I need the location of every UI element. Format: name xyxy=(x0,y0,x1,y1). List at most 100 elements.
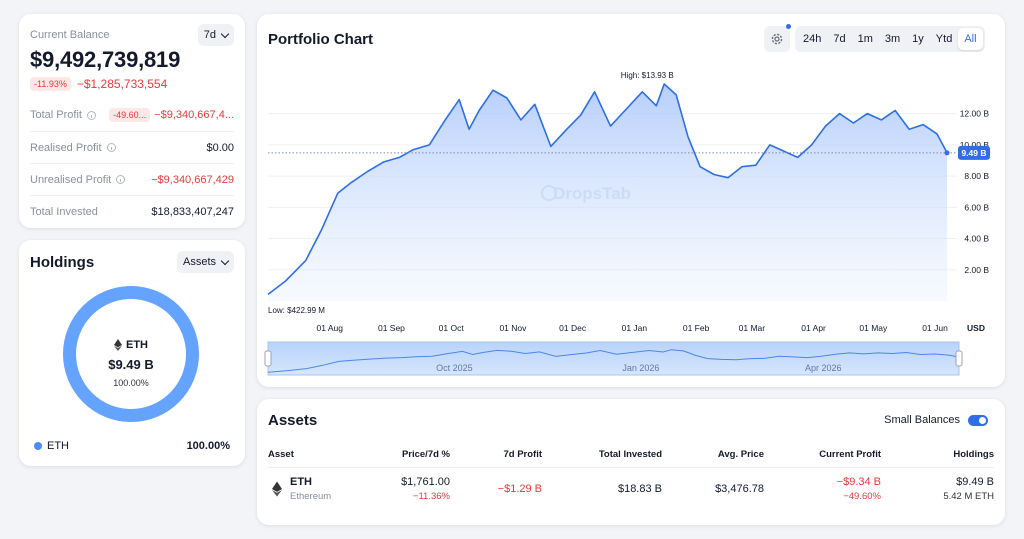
y-tick-label: 8.00 B xyxy=(964,171,989,181)
legend-dot xyxy=(34,442,42,450)
donut-value: $9.49 B xyxy=(108,357,154,372)
period-selector[interactable]: 7d xyxy=(197,24,234,46)
balance-change-pct-badge: -11.93% xyxy=(30,77,71,91)
balance-change-abs: −$1,285,733,554 xyxy=(76,77,168,91)
donut-pct: 100.00% xyxy=(113,378,149,388)
column-header-avg-price[interactable]: Avg. Price xyxy=(662,443,764,468)
chart-settings-button[interactable] xyxy=(764,24,791,52)
x-tick-label: 01 Oct xyxy=(439,323,465,333)
x-tick-label: 01 Sep xyxy=(378,323,405,333)
total-invested-row: Total Invested $18,833,407,247 xyxy=(30,195,234,227)
y-tick-label: 12.00 B xyxy=(960,109,990,119)
balance-value: $9,492,739,819 xyxy=(30,47,181,72)
navigator-left-handle[interactable] xyxy=(264,350,272,367)
total-profit-value: −$9,340,667,4... xyxy=(154,109,234,121)
range-button-ytd[interactable]: Ytd xyxy=(935,33,953,45)
total-profit-row: Total Profit -49.60... −$9,340,667,4... xyxy=(30,99,234,131)
column-header-7d-profit[interactable]: 7d Profit xyxy=(450,443,542,468)
high-label: High: $13.93 B xyxy=(621,71,674,80)
unrealised-profit-value: −$9,340,667,429 xyxy=(151,173,234,186)
ethereum-icon xyxy=(114,339,122,351)
asset-avg-price: $3,476.78 xyxy=(715,483,764,496)
period-selector-label: 7d xyxy=(203,29,216,41)
column-header-holdings[interactable]: Holdings xyxy=(881,443,994,468)
current-value-label: 9.49 B xyxy=(961,148,986,158)
navigator-label: Apr 2026 xyxy=(805,363,842,373)
column-header-price[interactable]: Price/7d % xyxy=(358,443,450,468)
info-icon[interactable] xyxy=(86,110,96,120)
currency-label: USD xyxy=(967,323,985,333)
navigator-line xyxy=(267,349,960,373)
asset-holdings-value: $9.49 B xyxy=(956,476,994,489)
chart-title: Portfolio Chart xyxy=(268,31,373,48)
column-header-asset[interactable]: Asset xyxy=(268,443,358,468)
portfolio-line xyxy=(267,83,948,296)
range-button-all[interactable]: All xyxy=(958,28,983,50)
asset-current-profit: −$9.34 B xyxy=(836,476,881,489)
small-balances-label: Small Balances xyxy=(884,414,960,426)
holdings-legend-item: ETH 100.00% xyxy=(34,440,230,452)
navigator-label: Oct 2025 xyxy=(436,363,473,373)
range-button-7d[interactable]: 7d xyxy=(833,33,846,45)
holdings-selector-label: Assets xyxy=(182,256,216,268)
chevron-down-icon xyxy=(220,29,230,38)
range-button-24h[interactable]: 24h xyxy=(803,33,822,45)
portfolio-chart-svg[interactable]: 2.00 B4.00 B6.00 B8.00 B10.00 B12.00 BDr… xyxy=(257,14,1005,387)
x-tick-label: 01 Mar xyxy=(739,323,766,333)
x-tick-label: 01 Jun xyxy=(922,323,948,333)
asset-current-profit-pct: −49.60% xyxy=(843,491,881,503)
realised-profit-label: Realised Profit xyxy=(30,141,102,154)
holdings-title: Holdings xyxy=(30,254,95,271)
asset-total-invested: $18.83 B xyxy=(617,483,662,496)
holdings-card: Holdings Assets ETH $9.49 B 100.00% ETH … xyxy=(19,240,245,466)
asset-7d-profit: −$1.29 B xyxy=(497,483,542,496)
x-tick-label: 01 Feb xyxy=(683,323,710,333)
total-profit-pct-badge: -49.60... xyxy=(109,108,151,122)
x-tick-label: 01 May xyxy=(859,323,888,333)
y-tick-label: 6.00 B xyxy=(964,202,989,212)
asset-symbol: ETH xyxy=(290,476,312,489)
column-header-current-profit[interactable]: Current Profit xyxy=(764,443,881,468)
chevron-down-icon xyxy=(220,256,230,265)
assets-card: Assets Small Balances Asset Price/7d % 7… xyxy=(257,399,1005,525)
donut-symbol: ETH xyxy=(126,339,148,351)
notification-dot xyxy=(786,24,791,29)
y-tick-label: 10.00 B xyxy=(960,140,990,150)
assets-title: Assets xyxy=(268,412,318,429)
legend-pct: 100.00% xyxy=(186,440,230,452)
total-invested-label: Total Invested xyxy=(30,205,98,218)
total-invested-value: $18,833,407,247 xyxy=(151,205,234,218)
range-button-3m[interactable]: 3m xyxy=(884,33,901,45)
assets-table: Asset Price/7d % 7d Profit Total Investe… xyxy=(268,443,994,511)
realised-profit-value: $0.00 xyxy=(206,141,234,154)
y-tick-label: 2.00 B xyxy=(964,265,989,275)
column-header-total-invested[interactable]: Total Invested xyxy=(542,443,662,468)
x-tick-label: 01 Dec xyxy=(559,323,587,333)
realised-profit-row: Realised Profit $0.00 xyxy=(30,131,234,163)
small-balances-toggle[interactable] xyxy=(968,414,988,426)
info-icon[interactable] xyxy=(116,175,126,184)
navigator-right-handle[interactable] xyxy=(955,350,963,367)
x-tick-label: 01 Jan xyxy=(622,323,648,333)
x-tick-label: 01 Apr xyxy=(801,323,826,333)
current-value-point xyxy=(944,150,950,156)
holdings-donut: ETH $9.49 B 100.00% xyxy=(63,286,199,422)
table-row[interactable]: ETH Ethereum $1,761.00 −11.36% −$1.29 B … xyxy=(268,467,994,511)
asset-price: $1,761.00 xyxy=(401,476,450,489)
asset-price-change: −11.36% xyxy=(412,491,450,503)
info-icon[interactable] xyxy=(106,143,116,152)
navigator-label: Jan 2026 xyxy=(622,363,659,373)
small-balances-control: Small Balances xyxy=(884,414,988,426)
unrealised-profit-label: Unrealised Profit xyxy=(30,173,112,186)
current-value-badge xyxy=(958,145,990,160)
portfolio-chart-card: Portfolio Chart 24h 7d 1m 3m 1y Ytd All 2.00 B… xyxy=(257,14,1005,387)
x-tick-label: 01 Nov xyxy=(499,323,527,333)
range-button-1m[interactable]: 1m xyxy=(857,33,873,45)
portfolio-area xyxy=(268,84,947,301)
asset-holdings-amount: 5.42 M ETH xyxy=(943,491,994,503)
holdings-selector[interactable]: Assets xyxy=(176,251,234,273)
balance-card: Current Balance 7d $9,492,739,819 -11.93… xyxy=(19,14,245,228)
range-selector: 24h 7d 1m 3m 1y Ytd All xyxy=(795,26,985,52)
range-button-1y[interactable]: 1y xyxy=(912,33,924,45)
asset-name: Ethereum xyxy=(290,491,332,503)
